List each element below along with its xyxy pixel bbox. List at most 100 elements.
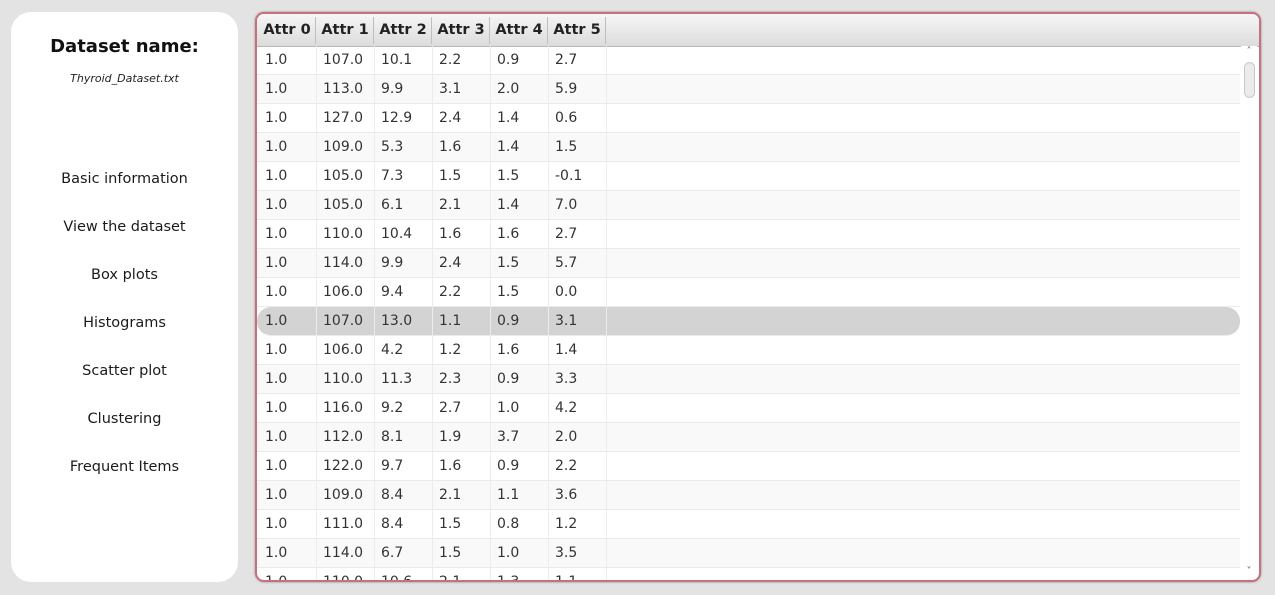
table-row[interactable]: 1.0 106.0 4.2 1.2 1.6 1.4 (257, 336, 1240, 365)
table-row[interactable]: 1.0 109.0 5.3 1.6 1.4 1.5 (257, 133, 1240, 162)
table-cell: 3.7 (491, 423, 549, 451)
table-cell: 1.0 (259, 46, 317, 74)
scroll-down-icon[interactable]: ˅ (1246, 566, 1252, 577)
table-row[interactable]: 1.0 127.0 12.9 2.4 1.4 0.6 (257, 104, 1240, 133)
table-row[interactable]: 1.0 114.0 9.9 2.4 1.5 5.7 (257, 249, 1240, 278)
table-cell: 9.2 (375, 394, 433, 422)
scroll-thumb[interactable] (1244, 62, 1255, 98)
table-row[interactable]: 1.0 107.0 13.0 1.1 0.9 3.1 (257, 307, 1240, 336)
table-cell: 1.0 (259, 510, 317, 538)
vertical-scrollbar[interactable]: ˄ ˅ (1241, 46, 1257, 578)
sidebar-nav: Basic information View the dataset Box p… (11, 155, 238, 491)
table-cell: 0.6 (549, 104, 607, 132)
table-cell: 1.0 (259, 423, 317, 451)
table-row[interactable]: 1.0 110.0 11.3 2.3 0.9 3.3 (257, 365, 1240, 394)
table-cell: 1.0 (259, 75, 317, 103)
table-row[interactable]: 1.0 110.0 10.6 2.1 1.3 1.1 (257, 568, 1240, 580)
table-cell: 2.7 (549, 46, 607, 74)
table-cell: 2.0 (549, 423, 607, 451)
nav-view-dataset[interactable]: View the dataset (63, 219, 186, 235)
table-cell: 113.0 (317, 75, 375, 103)
scroll-up-icon[interactable]: ˄ (1246, 46, 1252, 57)
table-cell: 107.0 (317, 307, 375, 335)
table-cell: 1.6 (433, 452, 491, 480)
table-cell: 1.1 (549, 568, 607, 580)
table-row[interactable]: 1.0 114.0 6.7 1.5 1.0 3.5 (257, 539, 1240, 568)
column-header[interactable]: Attr 2 (375, 17, 432, 44)
nav-box-plots[interactable]: Box plots (91, 267, 158, 283)
nav-basic-information[interactable]: Basic information (61, 171, 188, 187)
table-body: 1.0 107.0 10.1 2.2 0.9 2.7 1.0 113.0 9.9 3.1 2.0 5.… (257, 46, 1240, 580)
table-cell: 1.5 (549, 133, 607, 161)
table-cell: 1.6 (433, 133, 491, 161)
nav-scatter-plot[interactable]: Scatter plot (82, 363, 167, 379)
table-cell: 107.0 (317, 46, 375, 74)
dataset-file-name: Thyroid_Dataset.txt (70, 72, 179, 85)
table-cell: 9.9 (375, 249, 433, 277)
table-cell: 1.0 (259, 481, 317, 509)
table-cell: 110.0 (317, 220, 375, 248)
table-cell: 111.0 (317, 510, 375, 538)
table-cell: 8.4 (375, 481, 433, 509)
table-cell: 1.5 (491, 278, 549, 306)
table-cell: 1.0 (259, 191, 317, 219)
table-cell: 1.5 (433, 162, 491, 190)
table-cell: 106.0 (317, 336, 375, 364)
column-header[interactable]: Attr 4 (491, 17, 548, 44)
table-row[interactable]: 1.0 105.0 6.1 2.1 1.4 7.0 (257, 191, 1240, 220)
table-cell: 112.0 (317, 423, 375, 451)
table-cell: 2.0 (491, 75, 549, 103)
table-cell: 1.5 (491, 249, 549, 277)
table-cell: 1.0 (259, 278, 317, 306)
table-cell: 0.0 (549, 278, 607, 306)
table-cell: 114.0 (317, 249, 375, 277)
table-cell: 10.4 (375, 220, 433, 248)
table-header: Attr 0 Attr 1 Attr 2 Attr 3 Attr 4 Attr … (257, 14, 1259, 47)
table-cell: 0.9 (491, 307, 549, 335)
dataset-table[interactable]: Attr 0 Attr 1 Attr 2 Attr 3 Attr 4 Attr … (255, 12, 1261, 582)
table-row[interactable]: 1.0 105.0 7.3 1.5 1.5 -0.1 (257, 162, 1240, 191)
table-cell: 110.0 (317, 568, 375, 580)
table-row[interactable]: 1.0 111.0 8.4 1.5 0.8 1.2 (257, 510, 1240, 539)
column-header[interactable]: Attr 0 (259, 17, 316, 44)
table-cell: 109.0 (317, 481, 375, 509)
table-row[interactable]: 1.0 110.0 10.4 1.6 1.6 2.7 (257, 220, 1240, 249)
table-row[interactable]: 1.0 113.0 9.9 3.1 2.0 5.9 (257, 75, 1240, 104)
table-row[interactable]: 1.0 106.0 9.4 2.2 1.5 0.0 (257, 278, 1240, 307)
table-cell: 2.4 (433, 104, 491, 132)
nav-frequent-items[interactable]: Frequent Items (69, 459, 180, 475)
table-cell: 3.6 (549, 481, 607, 509)
table-cell: 10.1 (375, 46, 433, 74)
table-cell: 1.4 (549, 336, 607, 364)
table-cell: 1.1 (433, 307, 491, 335)
table-row[interactable]: 1.0 116.0 9.2 2.7 1.0 4.2 (257, 394, 1240, 423)
table-cell: 6.1 (375, 191, 433, 219)
table-cell: 0.8 (491, 510, 549, 538)
nav-histograms[interactable]: Histograms (83, 315, 166, 331)
table-row[interactable]: 1.0 112.0 8.1 1.9 3.7 2.0 (257, 423, 1240, 452)
table-cell: 1.0 (259, 249, 317, 277)
table-cell: 3.1 (549, 307, 607, 335)
table-cell: 3.5 (549, 539, 607, 567)
table-cell: 2.2 (549, 452, 607, 480)
table-cell: 2.7 (433, 394, 491, 422)
column-header[interactable]: Attr 3 (433, 17, 490, 44)
table-row[interactable]: 1.0 109.0 8.4 2.1 1.1 3.6 (257, 481, 1240, 510)
table-cell: 1.0 (259, 539, 317, 567)
table-cell: 105.0 (317, 162, 375, 190)
table-cell: 110.0 (317, 365, 375, 393)
table-cell: 1.0 (259, 568, 317, 580)
table-cell: 8.1 (375, 423, 433, 451)
table-cell: 7.0 (549, 191, 607, 219)
table-cell: 4.2 (549, 394, 607, 422)
table-row[interactable]: 1.0 107.0 10.1 2.2 0.9 2.7 (257, 46, 1240, 75)
table-cell: 1.5 (433, 510, 491, 538)
nav-clustering[interactable]: Clustering (87, 411, 162, 427)
table-cell: 1.5 (433, 539, 491, 567)
table-cell: 114.0 (317, 539, 375, 567)
table-cell: 10.6 (375, 568, 433, 580)
column-header[interactable]: Attr 5 (549, 17, 606, 44)
column-header[interactable]: Attr 1 (317, 17, 374, 44)
dataset-name-label: Dataset name: (50, 36, 199, 57)
table-row[interactable]: 1.0 122.0 9.7 1.6 0.9 2.2 (257, 452, 1240, 481)
